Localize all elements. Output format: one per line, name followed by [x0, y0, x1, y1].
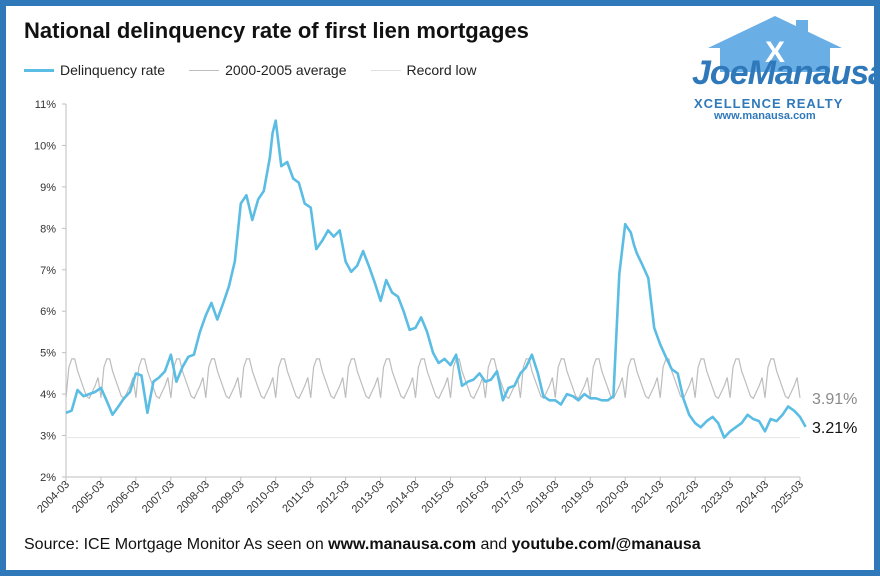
- x-tick-label: 2024-03: [734, 479, 771, 516]
- logo-url: www.manausa.com: [714, 110, 816, 122]
- end-value-label: 3.91%: [812, 391, 857, 408]
- legend-item-average: 2000-2005 average: [189, 62, 347, 78]
- x-tick-label: 2005-03: [70, 479, 107, 516]
- y-tick-label: 9%: [40, 182, 56, 194]
- y-tick-label: 8%: [40, 223, 56, 235]
- legend-item-record-low: Record low: [370, 62, 477, 78]
- x-tick-label: 2011-03: [280, 479, 316, 515]
- legend-label-average: 2000-2005 average: [225, 62, 347, 78]
- logo-name: JoeManausa: [692, 54, 880, 92]
- x-tick-label: 2014-03: [385, 479, 422, 516]
- y-tick-label: 2%: [40, 472, 56, 484]
- legend-label-record-low: Record low: [406, 62, 477, 78]
- y-tick-label: 5%: [40, 348, 56, 360]
- legend-swatch-record-low: [370, 69, 401, 71]
- x-tick-label: 2021-03: [629, 479, 666, 516]
- legend: Delinquency rate 2000-2005 average Recor…: [24, 62, 501, 78]
- source-channel: youtube.com/@manausa: [511, 536, 701, 553]
- x-tick-label: 2007-03: [140, 479, 177, 516]
- y-tick-label: 3%: [40, 431, 56, 443]
- average-series-line: [65, 358, 801, 400]
- x-tick-label: 2008-03: [175, 479, 212, 516]
- x-tick-label: 2019-03: [559, 479, 596, 516]
- source-site: www.manausa.com: [328, 536, 477, 553]
- source-prefix: Source: ICE Mortgage Monitor As seen on: [24, 536, 329, 553]
- svg-text:X: X: [765, 36, 785, 69]
- x-tick-label: 2023-03: [699, 479, 736, 516]
- y-tick-label: 7%: [40, 265, 56, 277]
- source-mid: and: [476, 536, 512, 553]
- x-tick-label: 2004-03: [35, 479, 72, 516]
- logo-tagline: XCELLENCE REALTY: [694, 96, 844, 111]
- house-icon: X: [708, 16, 842, 72]
- legend-item-delinquency: Delinquency rate: [24, 62, 165, 78]
- y-tick-label: 11%: [35, 99, 56, 111]
- x-tick-label: 2020-03: [594, 479, 631, 516]
- x-tick-label: 2015-03: [420, 479, 457, 516]
- y-tick-label: 4%: [40, 389, 56, 401]
- delinquency-series-line: [65, 119, 807, 439]
- x-tick-label: 2016-03: [455, 479, 492, 516]
- x-tick-label: 2012-03: [315, 479, 352, 516]
- x-tick-label: 2006-03: [105, 479, 142, 516]
- x-tick-label: 2025-03: [769, 479, 806, 516]
- x-tick-label: 2022-03: [664, 479, 701, 516]
- x-tick-label: 2017-03: [489, 479, 526, 516]
- legend-swatch-average: [189, 69, 220, 71]
- x-tick-label: 2010-03: [245, 479, 282, 516]
- x-tick-label: 2018-03: [524, 479, 561, 516]
- y-tick-label: 10%: [34, 140, 56, 152]
- x-tick-label: 2009-03: [210, 479, 247, 516]
- brand-logo: X JoeManausa XCELLENCE REALTY www.manaus…: [690, 14, 880, 122]
- source-note: Source: ICE Mortgage Monitor As seen on …: [24, 536, 701, 554]
- y-tick-label: 6%: [40, 306, 56, 318]
- x-tick-label: 2013-03: [350, 479, 387, 516]
- legend-label-delinquency: Delinquency rate: [60, 62, 166, 78]
- legend-swatch-delinquency: [24, 68, 54, 72]
- end-value-label: 3.21%: [812, 420, 857, 437]
- chart-title: National delinquency rate of first lien …: [24, 18, 529, 43]
